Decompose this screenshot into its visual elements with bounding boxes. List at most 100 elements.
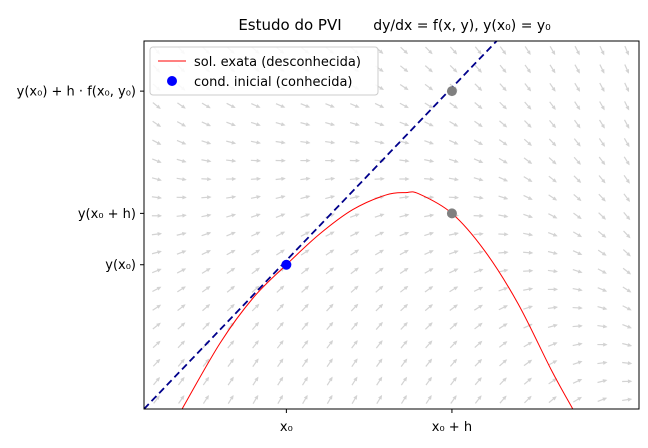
field-arrow-head — [504, 232, 509, 237]
direction-field — [151, 45, 633, 404]
field-arrow-head — [180, 376, 185, 382]
y-tick-label: y(x₀ + h) — [78, 207, 136, 222]
field-arrow-head — [578, 287, 583, 292]
field-arrow-head — [551, 86, 556, 92]
field-arrow-head — [355, 140, 361, 145]
plot-frame — [143, 40, 640, 410]
field-arrow-head — [452, 340, 458, 346]
field-arrow-head — [254, 358, 259, 364]
field-arrow-head — [404, 195, 410, 200]
field-arrow-head — [627, 342, 633, 347]
field-arrow-head — [502, 86, 507, 92]
field-arrow-head — [379, 85, 384, 90]
field-arrow-head — [403, 358, 408, 364]
field-arrow-head — [502, 123, 508, 128]
exact-solution-curve — [181, 191, 574, 409]
field-arrow-head — [181, 268, 187, 273]
field-arrow-head — [182, 195, 187, 200]
field-arrow-head — [330, 122, 336, 127]
field-arrow-head — [378, 376, 383, 382]
field-arrow-head — [304, 303, 309, 309]
field-arrow-head — [627, 397, 633, 402]
field-arrow-head — [502, 323, 508, 328]
field-arrow-head — [428, 340, 433, 345]
legend-dot-marker — [167, 76, 177, 86]
field-arrow-head — [627, 361, 633, 366]
field-arrow-head — [428, 250, 434, 254]
field-arrow-head — [428, 86, 434, 91]
field-arrow-head — [256, 158, 262, 163]
field-arrow-head — [502, 377, 507, 382]
field-arrow-head — [279, 376, 284, 382]
field-arrow-head — [231, 140, 237, 145]
field-arrow-head — [576, 123, 581, 129]
field-arrow-head — [577, 360, 583, 365]
field-arrow-head — [477, 322, 483, 328]
field-arrow-head — [280, 122, 286, 127]
field-arrow-head — [427, 376, 432, 382]
field-arrow-head — [353, 394, 358, 400]
field-arrow-head — [428, 268, 434, 273]
field-arrow-head — [379, 122, 385, 127]
field-arrow-head — [528, 268, 534, 273]
initial-condition-point — [281, 259, 292, 270]
field-arrow-head — [303, 394, 308, 400]
field-arrow-head — [502, 359, 508, 364]
legend-box — [149, 46, 379, 96]
field-arrow-head — [601, 215, 607, 220]
field-arrow-head — [601, 160, 606, 166]
field-arrow-head — [453, 104, 459, 109]
field-arrow-head — [255, 231, 261, 236]
field-arrow-head — [206, 250, 212, 254]
field-arrow-head — [553, 269, 559, 274]
series-layer — [144, 41, 574, 409]
field-arrow-head — [404, 140, 410, 145]
field-arrow-head — [254, 303, 260, 309]
field-arrow-head — [602, 360, 608, 365]
field-arrow-head — [231, 158, 237, 163]
field-arrow-head — [403, 340, 408, 345]
field-arrow-head — [577, 342, 583, 347]
field-arrow-head — [353, 340, 358, 345]
field-arrow-head — [305, 213, 311, 218]
field-arrow-head — [575, 50, 580, 56]
field-arrow-head — [600, 105, 605, 111]
field-arrow-head — [627, 379, 633, 384]
field-arrow-head — [601, 178, 606, 184]
field-arrow-head — [478, 177, 484, 182]
field-arrow-head — [157, 177, 162, 182]
field-arrow-head — [576, 105, 581, 111]
field-arrow-head — [181, 231, 187, 236]
field-arrow-head — [527, 141, 532, 146]
field-arrow-head — [553, 323, 558, 328]
field-arrow-head — [181, 250, 187, 255]
field-arrow-head — [551, 105, 556, 110]
field-arrow-head — [254, 340, 259, 345]
field-arrow-head — [600, 123, 605, 129]
field-arrow-head — [206, 213, 212, 218]
field-arrow-head — [478, 141, 484, 146]
field-arrow-head — [477, 49, 482, 55]
field-arrow-head — [429, 177, 435, 182]
field-arrow-head — [625, 50, 629, 56]
field-arrow-head — [255, 213, 261, 218]
field-arrow-head — [602, 269, 607, 274]
field-arrow-head — [157, 250, 162, 255]
field-arrow-head — [379, 249, 385, 254]
field-arrow-head — [578, 305, 583, 310]
field-arrow-head — [602, 379, 608, 384]
field-arrow-head — [453, 268, 459, 273]
field-arrow-head — [280, 104, 286, 108]
field-arrow-head — [552, 360, 558, 365]
field-arrow-head — [625, 197, 631, 202]
field-arrow-head — [452, 68, 458, 73]
field-arrow-head — [552, 396, 557, 401]
field-arrow-head — [205, 104, 211, 109]
field-arrow-head — [453, 250, 459, 255]
field-arrow-head — [527, 159, 533, 164]
field-arrow-head — [279, 321, 284, 327]
field-arrow-head — [602, 306, 608, 311]
field-arrow-head — [477, 377, 482, 382]
field-arrow-head — [204, 395, 209, 400]
field-arrow-head — [255, 104, 261, 108]
